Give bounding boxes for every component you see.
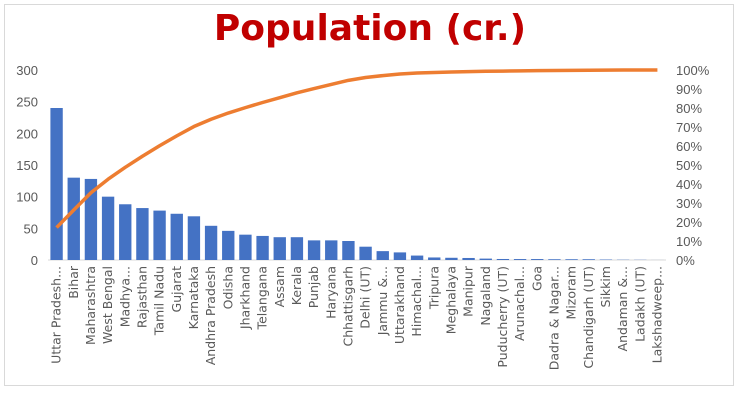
x-tick-label: Haryana bbox=[323, 266, 338, 319]
x-tick-label: Andaman &... bbox=[615, 266, 630, 351]
bar bbox=[565, 259, 578, 260]
x-tick-label: Delhi (UT) bbox=[358, 266, 373, 329]
bar bbox=[136, 208, 149, 260]
bar bbox=[187, 216, 201, 260]
bar bbox=[582, 259, 595, 260]
y-tick-label: 200 bbox=[16, 126, 38, 141]
x-tick-label: Andhra Pradesh bbox=[203, 266, 218, 365]
x-tick-label: Tamil Nadu bbox=[152, 266, 167, 336]
x-tick-label: Tripura bbox=[426, 266, 441, 310]
bar bbox=[307, 240, 321, 260]
x-tick-label: Himachal... bbox=[409, 266, 424, 337]
bar bbox=[50, 108, 63, 260]
y-tick-label: 250 bbox=[16, 95, 38, 110]
x-tick-label: Jammu &... bbox=[375, 266, 390, 336]
chart-title: Population (cr.) bbox=[213, 8, 527, 49]
y2-tick-label: 10% bbox=[676, 234, 702, 249]
x-tick-label: Madhya... bbox=[117, 266, 132, 327]
bar bbox=[153, 210, 166, 260]
y2-tick-label: 60% bbox=[676, 139, 702, 154]
y2-tick-label: 70% bbox=[676, 120, 702, 135]
x-tick-label: Bihar bbox=[66, 265, 81, 299]
bar bbox=[410, 255, 424, 260]
bar bbox=[325, 240, 338, 260]
x-tick-label: Arunachal... bbox=[512, 266, 527, 341]
x-tick-label: Ladakh (UT) bbox=[632, 266, 647, 342]
y-tick-label: 150 bbox=[16, 158, 38, 173]
bar bbox=[531, 259, 544, 260]
x-tick-label: Meghalaya bbox=[443, 266, 458, 334]
cumulative-line bbox=[55, 68, 658, 229]
x-tick-label: Assam bbox=[272, 266, 287, 307]
bar bbox=[101, 196, 115, 260]
y2-tick-label: 0% bbox=[676, 253, 695, 268]
x-tick-label: Chandigarh (UT) bbox=[581, 266, 596, 369]
x-tick-label: Telangana bbox=[255, 266, 270, 330]
bar bbox=[67, 177, 80, 260]
x-tick-label: Punjab bbox=[306, 266, 321, 308]
y2-tick-label: 50% bbox=[676, 158, 702, 173]
bar bbox=[513, 259, 527, 260]
x-tick-label: Karnataka bbox=[186, 266, 201, 329]
x-tick-label: Sikkim bbox=[598, 266, 613, 308]
x-tick-label: Lakshadweep... bbox=[649, 266, 664, 363]
bar bbox=[222, 230, 235, 260]
x-tick-label: Uttarakhand bbox=[392, 266, 407, 344]
y-tick-label: 300 bbox=[16, 63, 38, 78]
bar bbox=[496, 258, 510, 260]
bar bbox=[290, 237, 304, 260]
chart-frame bbox=[4, 4, 734, 386]
x-tick-label: Rajasthan bbox=[134, 266, 149, 328]
y2-tick-label: 30% bbox=[676, 196, 702, 211]
bar bbox=[548, 259, 561, 260]
bar bbox=[239, 234, 252, 260]
y2-tick-label: 40% bbox=[676, 177, 702, 192]
y2-tick-label: 80% bbox=[676, 101, 702, 116]
bar bbox=[359, 246, 372, 260]
bar bbox=[342, 241, 355, 260]
x-tick-label: Odisha bbox=[220, 266, 235, 309]
bar bbox=[428, 257, 441, 260]
bar bbox=[204, 225, 218, 260]
y2-tick-label: 20% bbox=[676, 215, 702, 230]
y2-tick-label: 100% bbox=[676, 63, 710, 78]
bar bbox=[445, 257, 458, 260]
x-tick-label: Gujarat bbox=[169, 266, 184, 313]
y2-tick-label: 90% bbox=[676, 82, 702, 97]
bar bbox=[462, 257, 475, 260]
bar bbox=[273, 237, 286, 260]
x-tick-label: Jharkhand bbox=[237, 266, 252, 330]
x-tick-label: Goa bbox=[529, 266, 544, 291]
x-tick-label: Puducherry (UT) bbox=[495, 266, 510, 368]
bar bbox=[393, 252, 407, 260]
x-tick-label: Manipur bbox=[461, 265, 476, 317]
x-tick-label: Kerala bbox=[289, 266, 304, 305]
x-tick-label: Maharashtra bbox=[83, 266, 98, 345]
bar bbox=[376, 251, 389, 260]
bar bbox=[479, 258, 492, 260]
bar bbox=[119, 204, 132, 260]
x-tick-label: Dadra & Nagar... bbox=[546, 266, 561, 370]
bar bbox=[170, 213, 183, 260]
x-tick-label: Chhattisgarh bbox=[340, 266, 355, 346]
x-tick-label: Mizoram bbox=[564, 266, 579, 319]
x-tick-label: Nagaland bbox=[478, 266, 493, 326]
x-tick-label: Uttar Pradesh... bbox=[49, 266, 64, 364]
y-tick-label: 100 bbox=[16, 190, 38, 205]
x-tick-label: West Bengal bbox=[100, 266, 115, 344]
bar bbox=[256, 235, 269, 260]
bar bbox=[84, 178, 98, 260]
y-tick-label: 50 bbox=[24, 221, 38, 236]
y-tick-label: 0 bbox=[31, 253, 38, 268]
